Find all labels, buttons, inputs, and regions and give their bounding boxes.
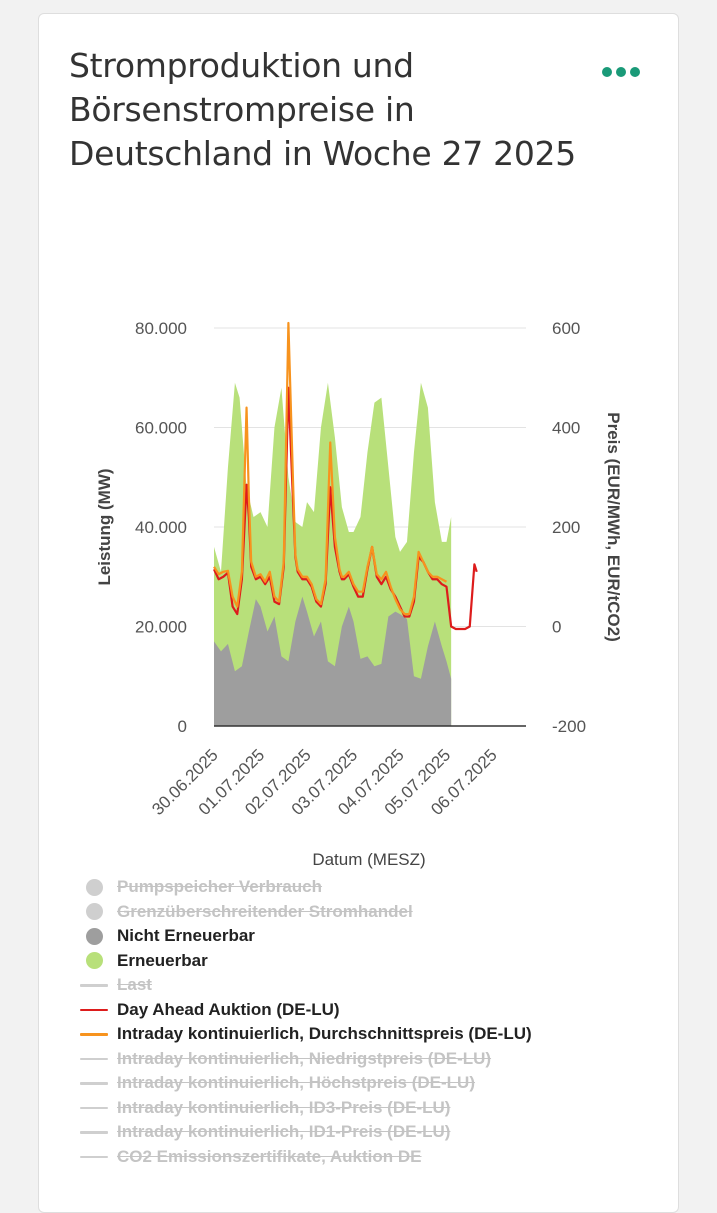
legend-label: Intraday kontinuierlich, Durchschnittspr… — [117, 1024, 532, 1044]
legend-label: Intraday kontinuierlich, Niedrigstpreis … — [117, 1048, 492, 1068]
legend-dot-icon — [80, 902, 108, 922]
y-right-tick-label: 200 — [552, 518, 580, 537]
legend-label: Nicht Erneuerbar — [117, 926, 255, 946]
legend-dot-icon — [80, 877, 108, 897]
chart-title: Stromproduktion und Börsenstrompreise in… — [69, 46, 576, 173]
legend-label: Erneuerbar — [117, 950, 208, 970]
x-axis-title: Datum (MESZ) — [312, 850, 425, 869]
y-right-tick-label: 0 — [552, 618, 561, 637]
legend-dot-icon — [80, 951, 108, 971]
y-right-axis-title: Preis (EUR/MWh, EUR/tCO2) — [604, 412, 623, 642]
legend-line-icon — [80, 1147, 108, 1167]
y-left-tick-label: 40.000 — [135, 518, 187, 537]
area-nicht-erneuerbar — [214, 596, 452, 726]
legend-item[interactable]: Nicht Erneuerbar — [80, 924, 620, 949]
legend-line-icon — [80, 1000, 108, 1020]
legend-item[interactable]: CO2 Emissionszertifikate, Auktion DE — [80, 1145, 620, 1170]
legend-item[interactable]: Pumpspeicher Verbrauch — [80, 875, 620, 900]
legend-line-icon — [80, 975, 108, 995]
legend-line-icon — [80, 1073, 108, 1093]
y-right-tick-label: -200 — [552, 717, 586, 736]
legend-item[interactable]: Intraday kontinuierlich, ID1-Preis (DE-L… — [80, 1120, 620, 1145]
y-left-tick-label: 20.000 — [135, 618, 187, 637]
menu-dot — [616, 67, 626, 77]
legend-item[interactable]: Last — [80, 973, 620, 998]
legend-label: Last — [117, 975, 152, 995]
y-right-tick-label: 400 — [552, 419, 580, 438]
legend-label: Grenzüberschreitender Stromhandel — [117, 901, 413, 921]
line-intraday-average — [213, 321, 448, 616]
legend-item[interactable]: Intraday kontinuierlich, ID3-Preis (DE-L… — [80, 1096, 620, 1121]
legend-dot-icon — [80, 926, 108, 946]
legend-label: Intraday kontinuierlich, Höchstpreis (DE… — [117, 1073, 475, 1093]
legend-label: Day Ahead Auktion (DE-LU) — [117, 999, 340, 1019]
legend-label: Intraday kontinuierlich, ID1-Preis (DE-L… — [117, 1122, 451, 1142]
legend-label: Pumpspeicher Verbrauch — [117, 877, 323, 897]
legend-label: CO2 Emissionszertifikate, Auktion DE — [117, 1146, 422, 1166]
line-day-ahead — [213, 386, 478, 631]
chart-legend: Pumpspeicher Verbrauch Grenzüberschreiten… — [80, 875, 620, 1169]
y-left-tick-label: 60.000 — [135, 419, 187, 438]
y-left-tick-label: 80.000 — [135, 319, 187, 338]
legend-item[interactable]: Intraday kontinuierlich, Höchstpreis (DE… — [80, 1071, 620, 1096]
y-left-tick-label: 0 — [178, 717, 187, 736]
legend-line-icon — [80, 1098, 108, 1118]
menu-dot — [630, 67, 640, 77]
legend-line-icon — [80, 1049, 108, 1069]
y-left-axis-title: Leistung (MW) — [95, 468, 114, 585]
legend-item[interactable]: Intraday kontinuierlich, Durchschnittspr… — [80, 1022, 620, 1047]
chart-card: Stromproduktion und Börsenstrompreise in… — [38, 13, 679, 1213]
legend-line-icon — [80, 1122, 108, 1142]
more-dots-icon[interactable] — [602, 64, 644, 80]
legend-line-icon — [80, 1024, 108, 1044]
menu-dot — [602, 67, 612, 77]
legend-item[interactable]: Intraday kontinuierlich, Niedrigstpreis … — [80, 1047, 620, 1072]
legend-item[interactable]: Day Ahead Auktion (DE-LU) — [80, 998, 620, 1023]
legend-item[interactable]: Erneuerbar — [80, 949, 620, 974]
legend-label: Intraday kontinuierlich, ID3-Preis (DE-L… — [117, 1097, 451, 1117]
y-right-tick-label: 600 — [552, 319, 580, 338]
legend-item[interactable]: Grenzüberschreitender Stromhandel — [80, 900, 620, 925]
